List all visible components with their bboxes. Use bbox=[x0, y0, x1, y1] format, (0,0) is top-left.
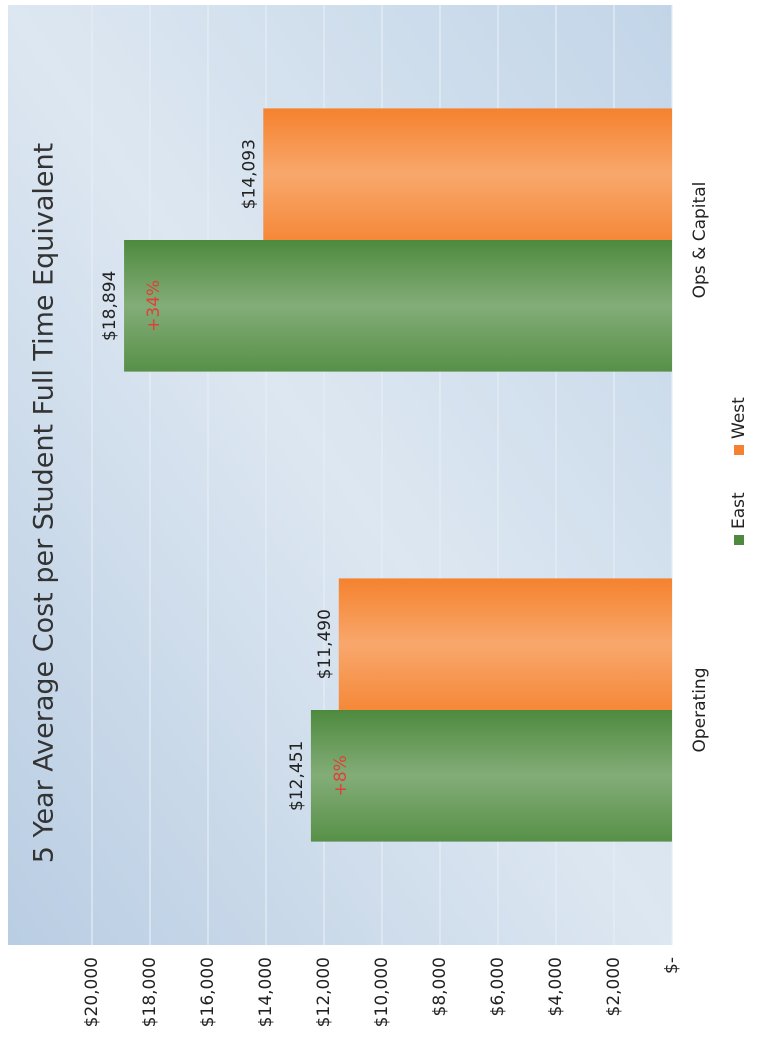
y-tick-label: $6,000 bbox=[488, 957, 508, 1016]
y-tick-label: $10,000 bbox=[372, 957, 392, 1027]
annotation: +8% bbox=[331, 755, 351, 796]
y-tick-label: $12,000 bbox=[314, 957, 334, 1027]
value-label: $18,894 bbox=[100, 271, 120, 341]
bar-shine bbox=[338, 578, 672, 710]
y-tick-label: $14,000 bbox=[256, 957, 276, 1027]
x-tick-label: Ops & Capital bbox=[690, 182, 710, 299]
rotated-chart: 5 Year Average Cost per Student Full Tim… bbox=[8, 5, 749, 1027]
legend-label: West bbox=[729, 397, 749, 439]
annotation: +34% bbox=[144, 280, 164, 332]
y-tick-label: $18,000 bbox=[140, 957, 160, 1027]
chart-title: 5 Year Average Cost per Student Full Tim… bbox=[29, 143, 60, 863]
bar-shine bbox=[124, 239, 673, 372]
value-label: $12,451 bbox=[287, 741, 307, 811]
y-tick-label: $8,000 bbox=[430, 957, 450, 1016]
legend-swatch bbox=[734, 445, 744, 455]
y-tick-label: $2,000 bbox=[604, 957, 624, 1016]
y-tick-label: $- bbox=[662, 957, 682, 974]
bar-shine bbox=[263, 108, 672, 240]
y-tick-label: $20,000 bbox=[82, 957, 102, 1027]
y-tick-label: $4,000 bbox=[546, 957, 566, 1016]
x-tick-label: Operating bbox=[690, 668, 710, 753]
legend-swatch bbox=[734, 535, 744, 545]
value-label: $14,093 bbox=[239, 139, 259, 209]
bar-shine bbox=[310, 710, 672, 842]
value-label: $11,490 bbox=[315, 609, 335, 679]
y-tick-label: $16,000 bbox=[198, 957, 218, 1027]
legend-label: East bbox=[729, 492, 749, 529]
